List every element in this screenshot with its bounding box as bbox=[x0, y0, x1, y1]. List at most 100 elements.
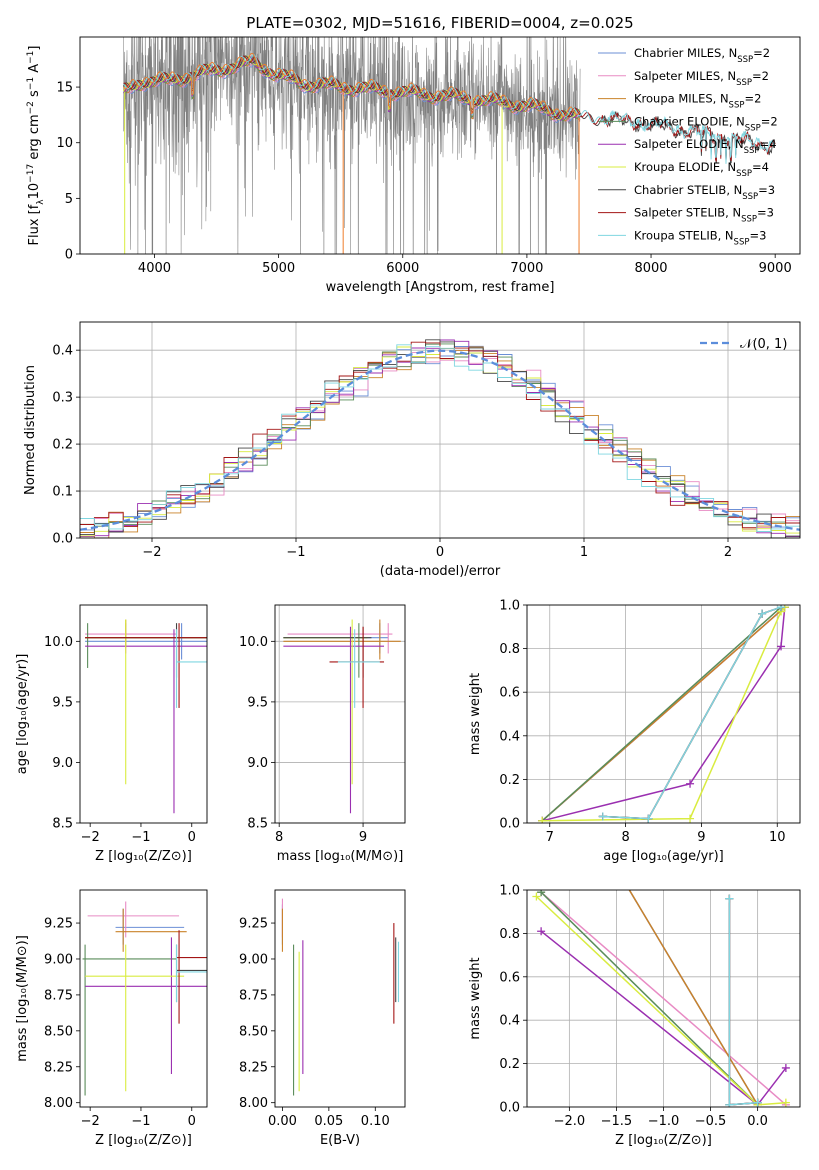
y-tick-label: 0.4 bbox=[499, 1014, 520, 1029]
legend-entry-kroupa_elodie: Kroupa ELODIE, NSSP=4 bbox=[634, 160, 769, 179]
weight-marker-kroupa_stelib bbox=[644, 814, 653, 823]
y-axis-label-part: s bbox=[27, 90, 42, 101]
x-tick-label: −1 bbox=[286, 545, 305, 560]
legend-text: Chabrier STELIB, N bbox=[634, 183, 742, 197]
axes-mass_vs_ebv: 0.00 0.05 0.10 8.00 8.25 8.50 8.75 9.00 9.25 E(B-… bbox=[239, 889, 406, 1148]
spectrum-model-kroupa_stelib bbox=[123, 53, 776, 164]
y-axis-label-part: ] bbox=[27, 46, 42, 51]
y-tick-label: 8.00 bbox=[239, 1096, 268, 1111]
x-tick-label: 10 bbox=[769, 830, 786, 845]
weight-line-kroupa_elodie bbox=[535, 895, 786, 1106]
axes-weight_vs_age: 7 8 9 10 0.0 0.2 0.4 0.6 0.8 1.0 age [log₁₀(age/yr… bbox=[468, 599, 801, 864]
weight-marker-salpeter_elodie bbox=[777, 642, 786, 651]
weight-marker-kroupa_stelib bbox=[725, 894, 734, 903]
legend-subscript: SSP bbox=[742, 192, 758, 202]
x-tick-label: 8 bbox=[275, 830, 283, 845]
legend-tail: =3 bbox=[757, 206, 774, 220]
weight-line-chabrier_elodie bbox=[541, 606, 782, 822]
y-tick-label: 1.0 bbox=[499, 884, 520, 899]
y-tick-label: 8.25 bbox=[239, 1060, 268, 1075]
x-tick-label: 0 bbox=[188, 830, 196, 845]
y-tick-label: 0.2 bbox=[499, 773, 520, 788]
weight-marker-kroupa_elodie bbox=[686, 814, 695, 823]
y-axis-label: mass weight bbox=[468, 673, 483, 755]
x-axis-label: wavelength [Angstrom, rest frame] bbox=[326, 280, 555, 295]
weight-marker-kroupa_stelib bbox=[598, 812, 607, 821]
x-tick-label: 0.00 bbox=[268, 1114, 297, 1129]
y-tick-label: 8.5 bbox=[52, 817, 73, 832]
y-tick-label: 9.00 bbox=[44, 952, 73, 967]
legend-tail: =2 bbox=[761, 114, 778, 128]
axes-mass_vs_Z: −2 −1 0 8.00 8.25 8.50 8.75 9.00 9.25 Z [log₁₀(Z/… bbox=[15, 889, 208, 1148]
y-tick-label: 9.0 bbox=[247, 756, 268, 771]
plot-area bbox=[82, 901, 207, 1096]
y-tick-label: 9.25 bbox=[44, 917, 73, 932]
plot-area bbox=[527, 864, 800, 1107]
weight-line-chabrier_elodie bbox=[540, 891, 759, 1106]
axes-frame bbox=[274, 604, 406, 824]
legend-tail: =3 bbox=[758, 183, 775, 197]
y-axis-label-part: −1 bbox=[26, 51, 36, 64]
spectrum-model-chabrier_elodie bbox=[123, 56, 581, 122]
weight-line-kroupa_miles bbox=[628, 890, 759, 1106]
spectrum-model-orange_model bbox=[123, 52, 581, 118]
y-tick-label: 8.50 bbox=[239, 1024, 268, 1039]
weight-line-kroupa_elodie bbox=[542, 606, 786, 822]
weight-line-salpeter_miles bbox=[540, 891, 787, 1106]
x-axis-label: Z [log₁₀(Z/Z⊙)] bbox=[615, 1133, 712, 1148]
x-tick-label: −1 bbox=[131, 1114, 150, 1129]
legend-subscript: SSP bbox=[736, 78, 752, 88]
x-axis-label: Z [log₁₀(Z/Z⊙)] bbox=[95, 1133, 192, 1148]
x-tick-label: −1.5 bbox=[601, 1114, 633, 1129]
weight-marker-kroupa_stelib bbox=[753, 1098, 762, 1107]
y-tick-label: 8.25 bbox=[44, 1060, 73, 1075]
plot-area bbox=[80, 322, 800, 538]
legend-entry-gauss: 𝒩(0, 1) bbox=[740, 337, 787, 352]
legend-text: Kroupa STELIB, N bbox=[634, 228, 734, 242]
y-tick-label: 10.0 bbox=[239, 635, 268, 650]
weight-line-kroupa_stelib bbox=[602, 606, 782, 820]
legend-entry-salpeter_elodie: Salpeter ELODIE, NSSP=4 bbox=[634, 137, 777, 156]
x-tick-label: 0 bbox=[188, 1114, 196, 1129]
y-axis-label-part: −2 bbox=[26, 101, 36, 114]
y-axis-label-part: 10 bbox=[27, 183, 42, 200]
gaussian-curve bbox=[80, 349, 800, 531]
y-tick-label: 9.00 bbox=[239, 952, 268, 967]
y-tick-label: 8.5 bbox=[247, 817, 268, 832]
x-axis-label: (data-model)/error bbox=[380, 564, 501, 579]
legend-entry-salpeter_stelib: Salpeter STELIB, NSSP=3 bbox=[634, 206, 774, 225]
y-tick-label: 8.00 bbox=[44, 1096, 73, 1111]
y-tick-label: 0.4 bbox=[499, 729, 520, 744]
legend-subscript: SSP bbox=[729, 101, 745, 111]
weight-marker-kroupa_elodie bbox=[781, 1098, 790, 1107]
y-axis-label: age [log₁₀(age/yr)] bbox=[15, 654, 30, 775]
x-tick-label: 6000 bbox=[386, 261, 419, 276]
y-tick-label: 10 bbox=[56, 136, 73, 151]
y-tick-label: 0.2 bbox=[499, 1057, 520, 1072]
histogram-chabrier_stelib bbox=[80, 339, 800, 538]
plot-area bbox=[85, 619, 207, 814]
legend-entry-kroupa_stelib: Kroupa STELIB, NSSP=3 bbox=[634, 228, 766, 247]
y-axis-label: Flux [fλ10−17 erg cm−2 s−1 A−1] bbox=[26, 46, 46, 246]
legend-text: Salpeter ELODIE, N bbox=[634, 137, 744, 151]
legend-tail: =2 bbox=[753, 46, 770, 60]
weight-line-salpeter_stelib bbox=[602, 606, 782, 820]
y-tick-label: 9.5 bbox=[52, 695, 73, 710]
y-axis-label-part: λ bbox=[36, 199, 46, 205]
axes-weight_vs_Z: −2.0 −1.5 −1.0 −0.5 0.0 0.0 0.2 0.4 0.6 0.8 1.0 Z [… bbox=[468, 864, 801, 1148]
x-tick-label: −2 bbox=[81, 830, 100, 845]
legend-entry-chabrier_stelib: Chabrier STELIB, NSSP=3 bbox=[634, 183, 775, 202]
legend-tail: =4 bbox=[760, 137, 777, 151]
y-tick-label: 8.50 bbox=[44, 1024, 73, 1039]
weight-marker-chabrier_miles bbox=[612, 864, 620, 872]
legend-entry-kroupa_miles: Kroupa MILES, NSSP=2 bbox=[634, 92, 761, 111]
y-tick-label: 0.6 bbox=[499, 970, 520, 985]
x-tick-label: 0.0 bbox=[747, 1114, 768, 1129]
y-axis-label: Normed distribution bbox=[23, 365, 38, 495]
weight-marker-salpeter_elodie bbox=[537, 927, 546, 936]
axes-age_vs_mass: 8 9 8.5 9.0 9.5 10.0 mass [log₁₀(M/M⊙)] bbox=[239, 604, 406, 864]
weight-marker-chabrier_elodie bbox=[537, 890, 546, 897]
legend-subscript: SSP bbox=[741, 215, 757, 225]
legend-text: Chabrier ELODIE, N bbox=[634, 114, 745, 128]
x-tick-label: 8 bbox=[621, 830, 629, 845]
